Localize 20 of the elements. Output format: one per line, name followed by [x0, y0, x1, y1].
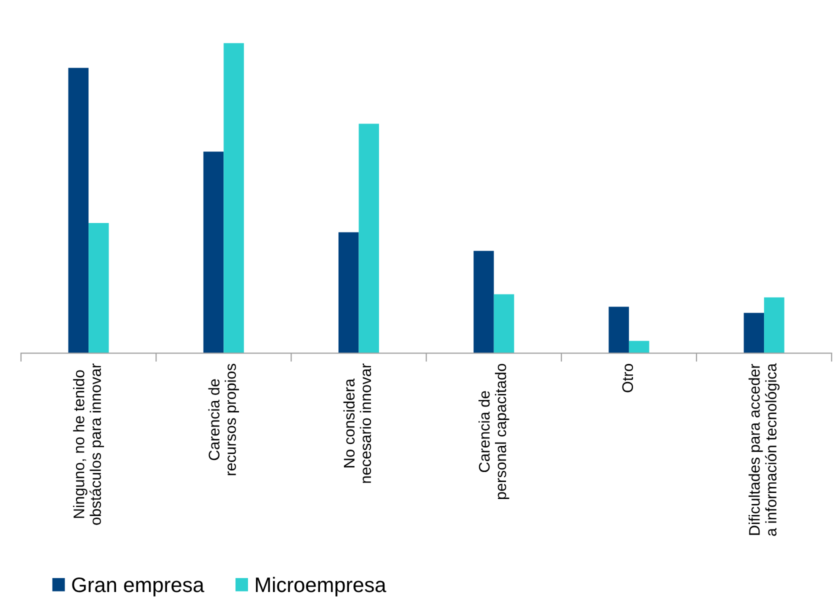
x-tick-label: No considera necesario innovar: [343, 364, 372, 483]
bar: [338, 232, 359, 354]
bar: [764, 297, 784, 354]
x-tick-label: Ninguno, no he tenido obstáculos para innovar: [73, 364, 104, 525]
bar: [203, 152, 224, 354]
legend-label: Gran empresa: [72, 577, 204, 596]
bar: [224, 43, 244, 354]
bar: [358, 124, 380, 354]
bar: [474, 250, 494, 354]
bar: [68, 68, 89, 354]
x-tick-label: Dificultades para acceder a información tecnológica: [748, 363, 780, 536]
bar: [494, 294, 514, 354]
bar: [608, 306, 629, 354]
legend-label: Microempresa: [256, 576, 386, 596]
x-tick-label: Carencia de recursos propios: [208, 364, 239, 476]
bar: [628, 340, 650, 354]
x-tick-label: Carencia de personal capacitado: [478, 364, 510, 500]
bar: [744, 312, 764, 354]
x-tick-label: Otro: [622, 364, 634, 392]
bar: [88, 222, 109, 354]
